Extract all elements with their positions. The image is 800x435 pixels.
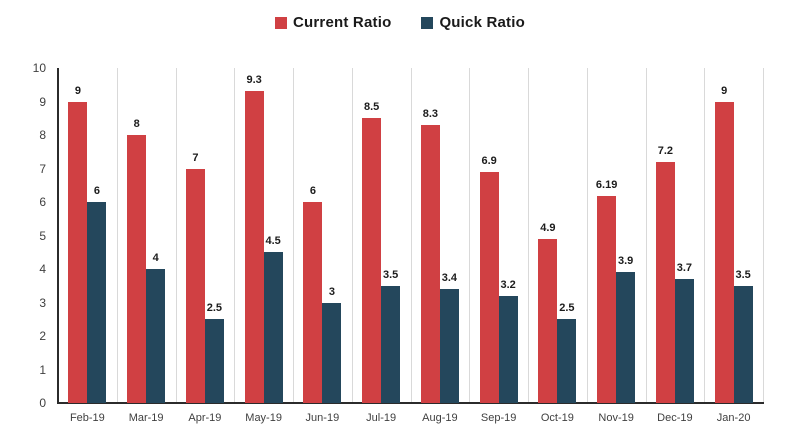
x-axis-category-label: Jan-20 xyxy=(716,412,751,424)
x-axis-category-label: May-19 xyxy=(245,412,282,424)
gridline xyxy=(175,68,177,403)
bar-value-label: 6.19 xyxy=(595,178,618,191)
bar-quick-ratio xyxy=(381,285,401,403)
bar-value-label: 6 xyxy=(309,185,316,197)
bar-quick-ratio xyxy=(146,269,166,403)
gridline xyxy=(234,68,236,403)
bar-quick-ratio xyxy=(674,279,694,403)
y-axis-line xyxy=(57,68,59,403)
bar-current-ratio xyxy=(479,171,499,403)
bar-current-ratio xyxy=(538,238,558,403)
x-axis-category-label: Jul-19 xyxy=(366,412,397,424)
bar-value-label: 3.2 xyxy=(500,278,516,291)
bar-value-label: 3.9 xyxy=(617,255,634,268)
x-axis-category-label: Aug-19 xyxy=(422,412,458,424)
gridline xyxy=(116,68,118,403)
bar-value-label: 9.3 xyxy=(246,74,262,87)
bar-quick-ratio xyxy=(616,272,636,403)
bar-value-label: 3.4 xyxy=(441,272,458,285)
legend-label: Quick Ratio xyxy=(439,14,525,31)
gridline xyxy=(469,68,471,403)
bar-quick-ratio xyxy=(263,252,283,403)
x-axis-category-label: Mar-19 xyxy=(128,412,164,424)
bar-value-label: 3.7 xyxy=(676,262,693,275)
bar-current-ratio xyxy=(127,135,147,403)
x-axis-category-label: Oct-19 xyxy=(540,412,574,424)
bar-value-label: 4 xyxy=(152,252,159,264)
bar-value-label: 9 xyxy=(721,84,728,97)
bar-value-label: 8.3 xyxy=(422,107,439,120)
x-axis-category-label: Apr-19 xyxy=(188,412,222,424)
bar-current-ratio xyxy=(303,202,323,403)
bar-value-label: 6 xyxy=(93,185,100,197)
y-axis-tick-label: 9 xyxy=(39,94,46,109)
legend-swatch-icon xyxy=(421,16,434,29)
bar-quick-ratio xyxy=(498,295,518,403)
bar-value-label: 2.5 xyxy=(206,302,223,315)
x-axis-category-label: Feb-19 xyxy=(69,412,105,424)
y-axis-tick-label: 2 xyxy=(39,329,46,343)
gridline xyxy=(410,68,412,403)
y-axis-tick-label: 4 xyxy=(39,262,46,276)
bar-value-label: 7 xyxy=(192,151,199,164)
bar-value-label: 4.9 xyxy=(540,221,556,234)
legend-label: Current Ratio xyxy=(293,14,392,31)
bar-value-label: 8 xyxy=(133,118,140,130)
bar-value-label: 2.5 xyxy=(559,302,575,315)
bar-current-ratio xyxy=(597,195,617,403)
bar-current-ratio xyxy=(420,124,440,403)
y-axis-tick-label: 8 xyxy=(39,128,46,142)
x-axis-category-label: Jun-19 xyxy=(305,412,340,424)
x-axis-category-label: Dec-19 xyxy=(657,412,693,424)
bar-quick-ratio xyxy=(87,202,107,403)
bar-value-label: 9 xyxy=(74,84,81,97)
bar-value-label: 7.2 xyxy=(657,144,674,157)
bar-quick-ratio xyxy=(322,302,342,403)
x-axis-category-label: Sep-19 xyxy=(480,412,517,424)
y-axis-tick-label: 0 xyxy=(39,396,46,410)
bar-value-label: 3 xyxy=(328,285,335,298)
gridline xyxy=(704,68,706,403)
y-axis-tick-label: 6 xyxy=(39,195,46,209)
gridline xyxy=(586,68,588,403)
legend-item-current-ratio: Current Ratio xyxy=(275,14,391,31)
y-axis-tick-label: 1 xyxy=(39,362,46,377)
bar-current-ratio xyxy=(714,101,734,403)
y-axis-tick-label: 7 xyxy=(39,161,46,176)
bar-quick-ratio xyxy=(733,285,753,403)
bar-current-ratio xyxy=(185,168,205,403)
bar-value-label: 4.5 xyxy=(265,235,281,248)
x-axis-category-label: Nov-19 xyxy=(598,412,634,424)
bar-quick-ratio xyxy=(557,319,577,403)
bar-current-ratio xyxy=(362,118,382,403)
bar-current-ratio xyxy=(68,101,88,403)
legend-item-quick-ratio: Quick Ratio xyxy=(421,14,525,31)
bar-value-label: 3.5 xyxy=(735,268,751,281)
bar-quick-ratio xyxy=(204,319,224,403)
y-axis-tick-label: 5 xyxy=(39,228,46,243)
gridline xyxy=(293,68,294,403)
x-axis-line xyxy=(57,402,764,404)
bar-value-label: 8.5 xyxy=(363,101,380,114)
gridline xyxy=(351,68,353,403)
legend-swatch-icon xyxy=(275,16,287,29)
bar-value-label: 3.5 xyxy=(382,268,399,281)
gridline xyxy=(528,68,529,403)
bar-current-ratio xyxy=(244,91,264,403)
y-axis-tick-label: 10 xyxy=(32,61,46,75)
gridline xyxy=(763,68,764,403)
chart-legend: Current Ratio Quick Ratio xyxy=(0,14,800,31)
bar-quick-ratio xyxy=(439,289,459,403)
y-axis-tick-label: 3 xyxy=(39,295,46,310)
bar-current-ratio xyxy=(655,161,675,403)
bar-value-label: 6.9 xyxy=(481,154,497,167)
gridline xyxy=(645,68,647,403)
